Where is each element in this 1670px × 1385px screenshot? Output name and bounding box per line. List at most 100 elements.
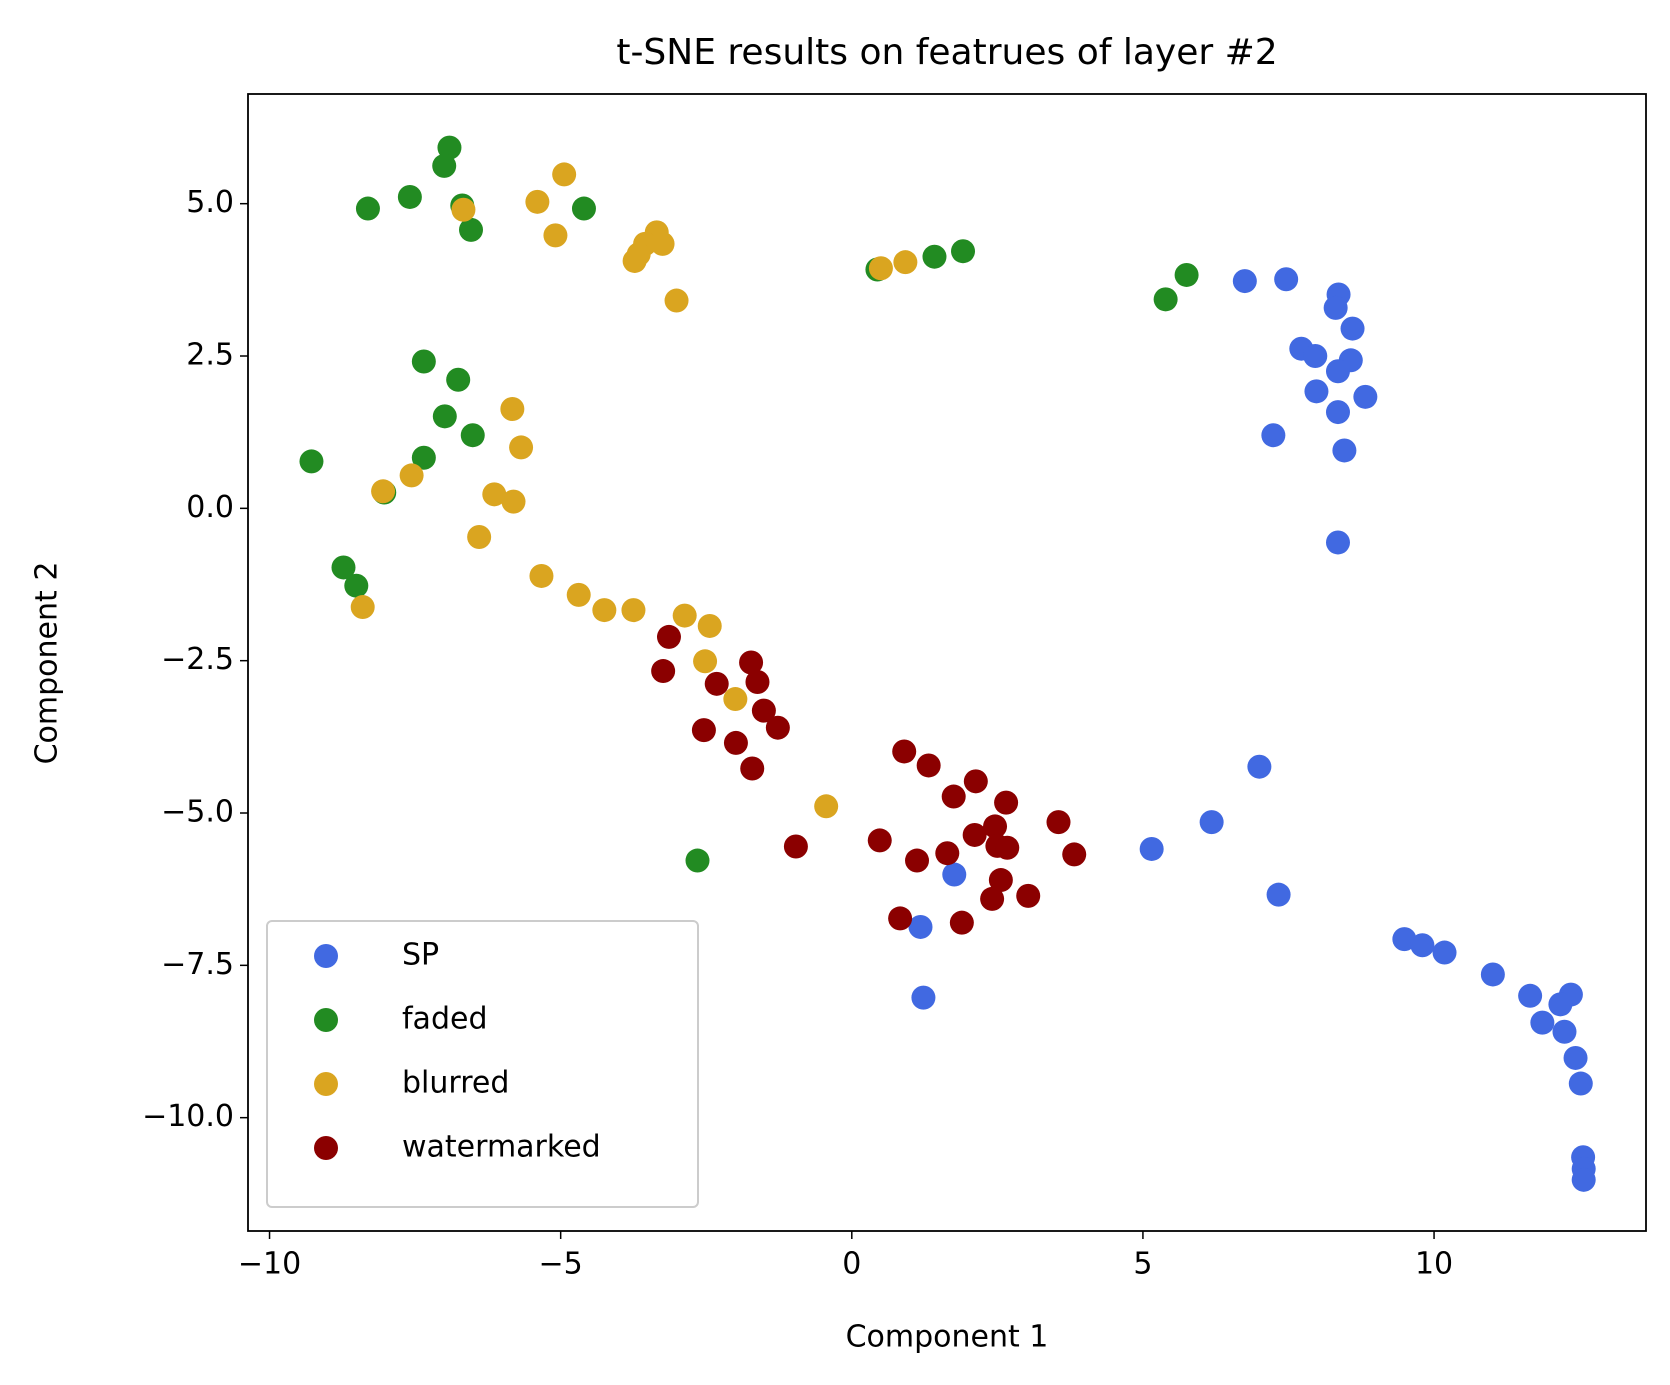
scatter-point — [1304, 379, 1329, 404]
scatter-point — [1332, 438, 1357, 463]
scatter-point — [411, 349, 436, 374]
plot-frame — [247, 93, 1647, 1232]
scatter-point — [983, 814, 1008, 839]
x-tick-label: −5 — [539, 1247, 583, 1282]
scatter-point — [592, 598, 617, 623]
scatter-point — [908, 914, 933, 939]
scatter-point — [1518, 983, 1543, 1008]
scatter-point — [995, 835, 1020, 860]
legend-marker — [314, 1072, 338, 1096]
scatter-point — [509, 435, 534, 460]
y-axis-label: Component 2 — [30, 562, 65, 765]
scatter-point — [867, 828, 892, 853]
scatter-point — [951, 239, 976, 264]
scatter-point — [566, 582, 591, 607]
scatter-point — [1571, 1167, 1596, 1192]
scatter-point — [942, 862, 967, 887]
legend: SP faded blurred watermarked — [266, 920, 699, 1208]
scatter-point — [1353, 384, 1378, 409]
scatter-point — [1199, 810, 1224, 835]
scatter-point — [704, 671, 729, 696]
scatter-point — [1568, 1071, 1593, 1096]
scatter-point — [529, 563, 554, 588]
chart-title: t-SNE results on featrues of layer #2 — [616, 32, 1277, 73]
scatter-point — [1325, 530, 1350, 555]
scatter-point — [691, 718, 716, 743]
scatter-point — [1232, 269, 1257, 294]
scatter-point — [916, 753, 941, 778]
x-tick-label: −10 — [238, 1247, 301, 1282]
scatter-point — [751, 698, 776, 723]
scatter-point — [693, 649, 718, 674]
scatter-point — [783, 834, 808, 859]
scatter-point — [814, 794, 839, 819]
scatter-point — [723, 730, 748, 755]
legend-label: blurred — [402, 1066, 509, 1101]
y-tick-label: −2.5 — [161, 642, 234, 677]
scatter-point — [500, 397, 525, 422]
scatter-point — [963, 769, 988, 794]
scatter-point — [888, 906, 913, 931]
scatter-point — [1325, 359, 1350, 384]
scatter-point — [543, 223, 568, 248]
scatter-point — [905, 848, 930, 873]
scatter-point — [994, 790, 1019, 815]
scatter-point — [664, 288, 689, 313]
scatter-point — [1174, 262, 1199, 287]
scatter-point — [525, 189, 550, 214]
scatter-point — [935, 841, 960, 866]
scatter-point — [988, 868, 1013, 893]
legend-marker — [314, 944, 338, 968]
x-tick-label: 0 — [842, 1247, 861, 1282]
scatter-point — [656, 624, 681, 649]
scatter-point — [868, 256, 893, 281]
scatter-point — [501, 489, 526, 514]
scatter-point — [432, 153, 457, 178]
legend-label: watermarked — [402, 1130, 601, 1165]
scatter-point — [1016, 883, 1041, 908]
scatter-point — [1480, 962, 1505, 987]
scatter-point — [399, 463, 424, 488]
scatter-point — [1323, 295, 1348, 320]
y-tick-label: −5.0 — [161, 795, 234, 830]
x-tick-label: 5 — [1133, 1247, 1152, 1282]
scatter-point — [1530, 1010, 1555, 1035]
legend-marker — [314, 1136, 338, 1160]
scatter-point — [482, 482, 507, 507]
scatter-point — [1139, 836, 1164, 861]
legend-label: SP — [402, 938, 439, 973]
scatter-point — [1325, 400, 1350, 425]
scatter-point — [552, 162, 577, 187]
scatter-point — [745, 669, 770, 694]
scatter-point — [331, 555, 356, 580]
y-tick-label: 2.5 — [186, 338, 234, 373]
scatter-point — [1261, 423, 1286, 448]
scatter-point — [980, 886, 1005, 911]
scatter-point — [344, 573, 369, 598]
scatter-point — [1303, 344, 1328, 369]
scatter-point — [1548, 992, 1573, 1017]
scatter-point — [949, 910, 974, 935]
y-tick-label: −7.5 — [161, 947, 234, 982]
scatter-point — [397, 184, 422, 209]
scatter-point — [697, 613, 722, 638]
scatter-point — [467, 524, 492, 549]
scatter-point — [621, 598, 646, 623]
scatter-point — [371, 479, 396, 504]
scatter-point — [1247, 754, 1272, 779]
scatter-point — [459, 217, 484, 242]
scatter-point — [893, 250, 918, 275]
scatter-point — [922, 244, 947, 269]
y-tick-label: 0.0 — [186, 490, 234, 525]
scatter-point — [1340, 316, 1365, 341]
scatter-point — [962, 822, 987, 847]
scatter-point — [651, 659, 676, 684]
scatter-point — [911, 985, 936, 1010]
x-tick-label: 10 — [1415, 1247, 1453, 1282]
scatter-point — [350, 595, 375, 620]
scatter-point — [941, 784, 966, 809]
scatter-point — [432, 404, 457, 429]
scatter-point — [460, 423, 485, 448]
scatter-point — [1274, 267, 1299, 292]
